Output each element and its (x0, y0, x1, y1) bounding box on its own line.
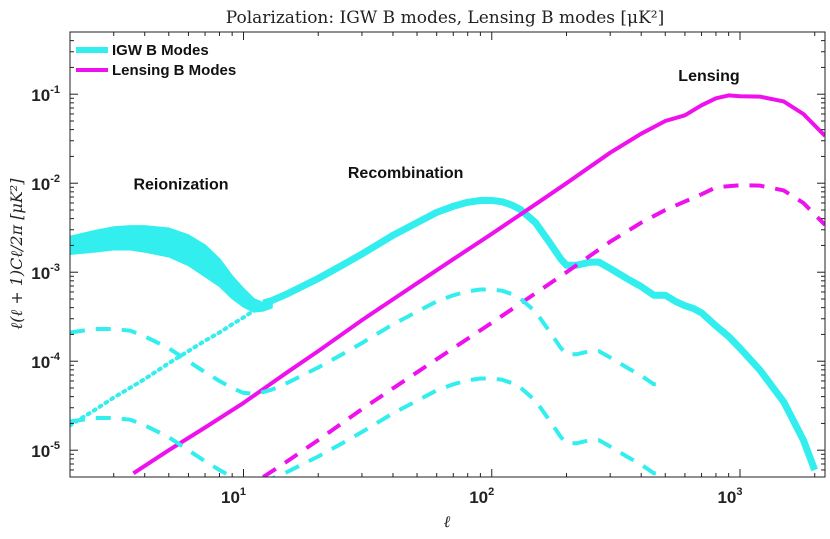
legend: IGW B Modes Lensing B Modes (76, 42, 236, 79)
y-tick-label-1: 10-4 (31, 351, 61, 372)
annotation-0: Reionization (133, 176, 228, 193)
x-tick-exp-0: 1 (240, 486, 246, 498)
y-tick-label-0: 10-5 (31, 440, 60, 461)
y-tick-exp-3: -2 (50, 173, 60, 185)
y-tick-exp-1: -4 (50, 351, 61, 363)
x-tick-label-1: 102 (469, 486, 494, 507)
y-tick-label-4: 10-1 (31, 84, 60, 105)
series-line-3 (70, 287, 666, 396)
reionization-band (70, 225, 273, 313)
y-axis-label: ℓ(ℓ + 1)Cℓ/2π [μK²] (7, 178, 26, 330)
y-tick-exp-4: -1 (50, 84, 60, 96)
y-tick-base-3: 10 (31, 175, 50, 194)
plot-layer (70, 93, 825, 477)
annotations: Reionization Recombination Lensing (133, 68, 739, 193)
y-tick-base-0: 10 (31, 442, 50, 461)
x-tick-exp-1: 2 (488, 486, 494, 498)
annotation-1: Recombination (348, 165, 464, 182)
legend-label-0: IGW B Modes (112, 42, 209, 59)
chart-title: Polarization: IGW B modes, Lensing B mod… (226, 8, 665, 28)
y-tick-base-2: 10 (31, 264, 50, 283)
x-tick-base-2: 10 (717, 488, 736, 507)
series-line-1 (132, 93, 825, 475)
x-tick-base-0: 10 (221, 488, 240, 507)
y-tick-base-4: 10 (31, 86, 50, 105)
x-tick-label-2: 103 (717, 486, 742, 507)
series-line-0 (262, 197, 818, 472)
y-tick-label-3: 10-2 (31, 173, 60, 194)
series-line-2 (262, 183, 825, 477)
plot-frame (69, 31, 826, 478)
y-tick-base-1: 10 (31, 353, 50, 372)
series-line-4 (70, 376, 666, 477)
annotation-2: Lensing (678, 68, 739, 85)
y-tick-label-2: 10-3 (31, 262, 60, 283)
x-tick-exp-2: 3 (736, 486, 742, 498)
x-tick-base-1: 10 (469, 488, 488, 507)
y-tick-exp-0: -5 (50, 440, 60, 452)
x-axis-label: ℓ (444, 512, 451, 531)
x-tick-label-0: 101 (221, 486, 246, 507)
legend-label-1: Lensing B Modes (112, 62, 236, 79)
y-tick-exp-2: -3 (50, 262, 60, 274)
series-line-5 (70, 302, 266, 428)
